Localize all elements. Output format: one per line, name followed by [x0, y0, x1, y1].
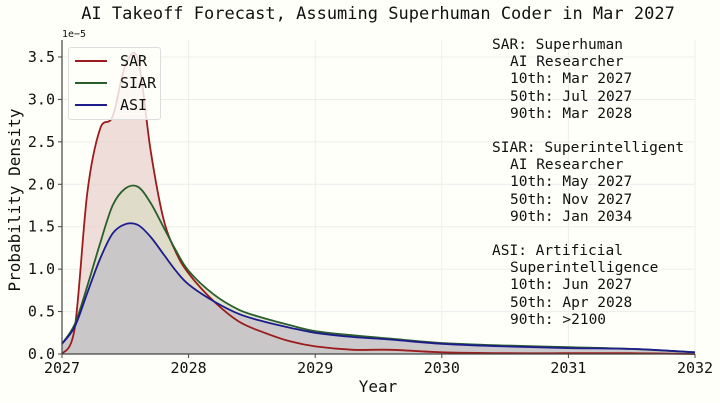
annotation-title: SIAR: Superintelligent: [492, 140, 685, 157]
x-tick-label: 2029: [297, 359, 333, 377]
annotation-subtitle: AI Researcher: [510, 157, 624, 174]
x-tick-label: 2028: [171, 359, 207, 377]
annotation-subtitle: AI Researcher: [510, 54, 624, 71]
annotation-p50: 50th: Nov 2027: [510, 191, 633, 208]
annotation-subtitle: Superintelligence: [510, 260, 659, 277]
density-lines: [61, 51, 696, 355]
legend-label-asi: ASI: [120, 96, 148, 114]
legend-item-asi: ASI: [75, 95, 147, 115]
y-tick-label: 2.0: [28, 175, 55, 193]
annotation-p90: 90th: >2100: [510, 311, 607, 328]
y-tick-label: 2.5: [28, 133, 55, 151]
annotation-p50: 50th: Jul 2027: [510, 88, 633, 105]
legend: SAR SIAR ASI: [68, 47, 161, 120]
x-tick-labels: 2027 2028 2029 2030 2031 2032: [44, 354, 713, 377]
annotation-siar: SIAR: Superintelligent AI Researcher 10th:…: [492, 140, 684, 226]
annotation-asi: ASI: Artificial Superintelligence 10th: Ju…: [492, 243, 684, 329]
legend-label-siar: SIAR: [120, 74, 157, 92]
y-tick-label: 1.0: [28, 260, 55, 278]
annotation-p50: 50th: Apr 2028: [510, 294, 633, 311]
annotation-title: ASI: Artificial: [492, 243, 623, 260]
y-tick-label: 3.5: [28, 48, 55, 66]
annotation-p10: 10th: Mar 2027: [510, 71, 633, 88]
legend-item-sar: SAR: [75, 51, 147, 71]
y-tick-label: 3.0: [28, 90, 55, 108]
milestone-annotations: SAR: Superhuman AI Researcher 10th: Mar 20…: [492, 37, 684, 329]
y-tick-label: 1.5: [28, 218, 55, 236]
y-axis-label: Probability Density: [5, 108, 24, 291]
legend-swatch-asi: [75, 104, 107, 106]
y-scale-label: 1e−5: [62, 29, 86, 40]
y-tick-labels: 0.0 0.5 1.0 1.5 2.0 2.5 3.0 3.5: [28, 48, 62, 363]
legend-item-siar: SIAR: [75, 73, 156, 93]
area-asi: [62, 223, 695, 354]
axes: [61, 40, 695, 355]
chart-title: AI Takeoff Forecast, Assuming Superhuman…: [81, 4, 675, 24]
legend-swatch-siar: [75, 82, 107, 84]
y-tick-label: 0.5: [28, 303, 55, 321]
annotation-title: SAR: Superhuman: [492, 37, 623, 53]
x-axis-label: Year: [359, 377, 398, 396]
x-tick-label: 2032: [677, 359, 713, 377]
y-tick-label: 0.0: [28, 345, 55, 363]
line-sar: [61, 51, 696, 355]
annotation-p90: 90th: Mar 2028: [510, 105, 633, 122]
annotation-p10: 10th: Jun 2027: [510, 277, 633, 294]
x-tick-label: 2027: [44, 359, 80, 377]
legend-label-sar: SAR: [120, 52, 148, 70]
legend-swatch-sar: [75, 60, 107, 62]
x-tick-label: 2031: [550, 359, 586, 377]
annotation-p90: 90th: Jan 2034: [510, 208, 633, 225]
annotation-sar: SAR: Superhuman AI Researcher 10th: Mar 20…: [492, 37, 684, 123]
x-tick-label: 2030: [424, 359, 460, 377]
line-asi: [61, 222, 696, 354]
annotation-p10: 10th: May 2027: [510, 174, 633, 191]
